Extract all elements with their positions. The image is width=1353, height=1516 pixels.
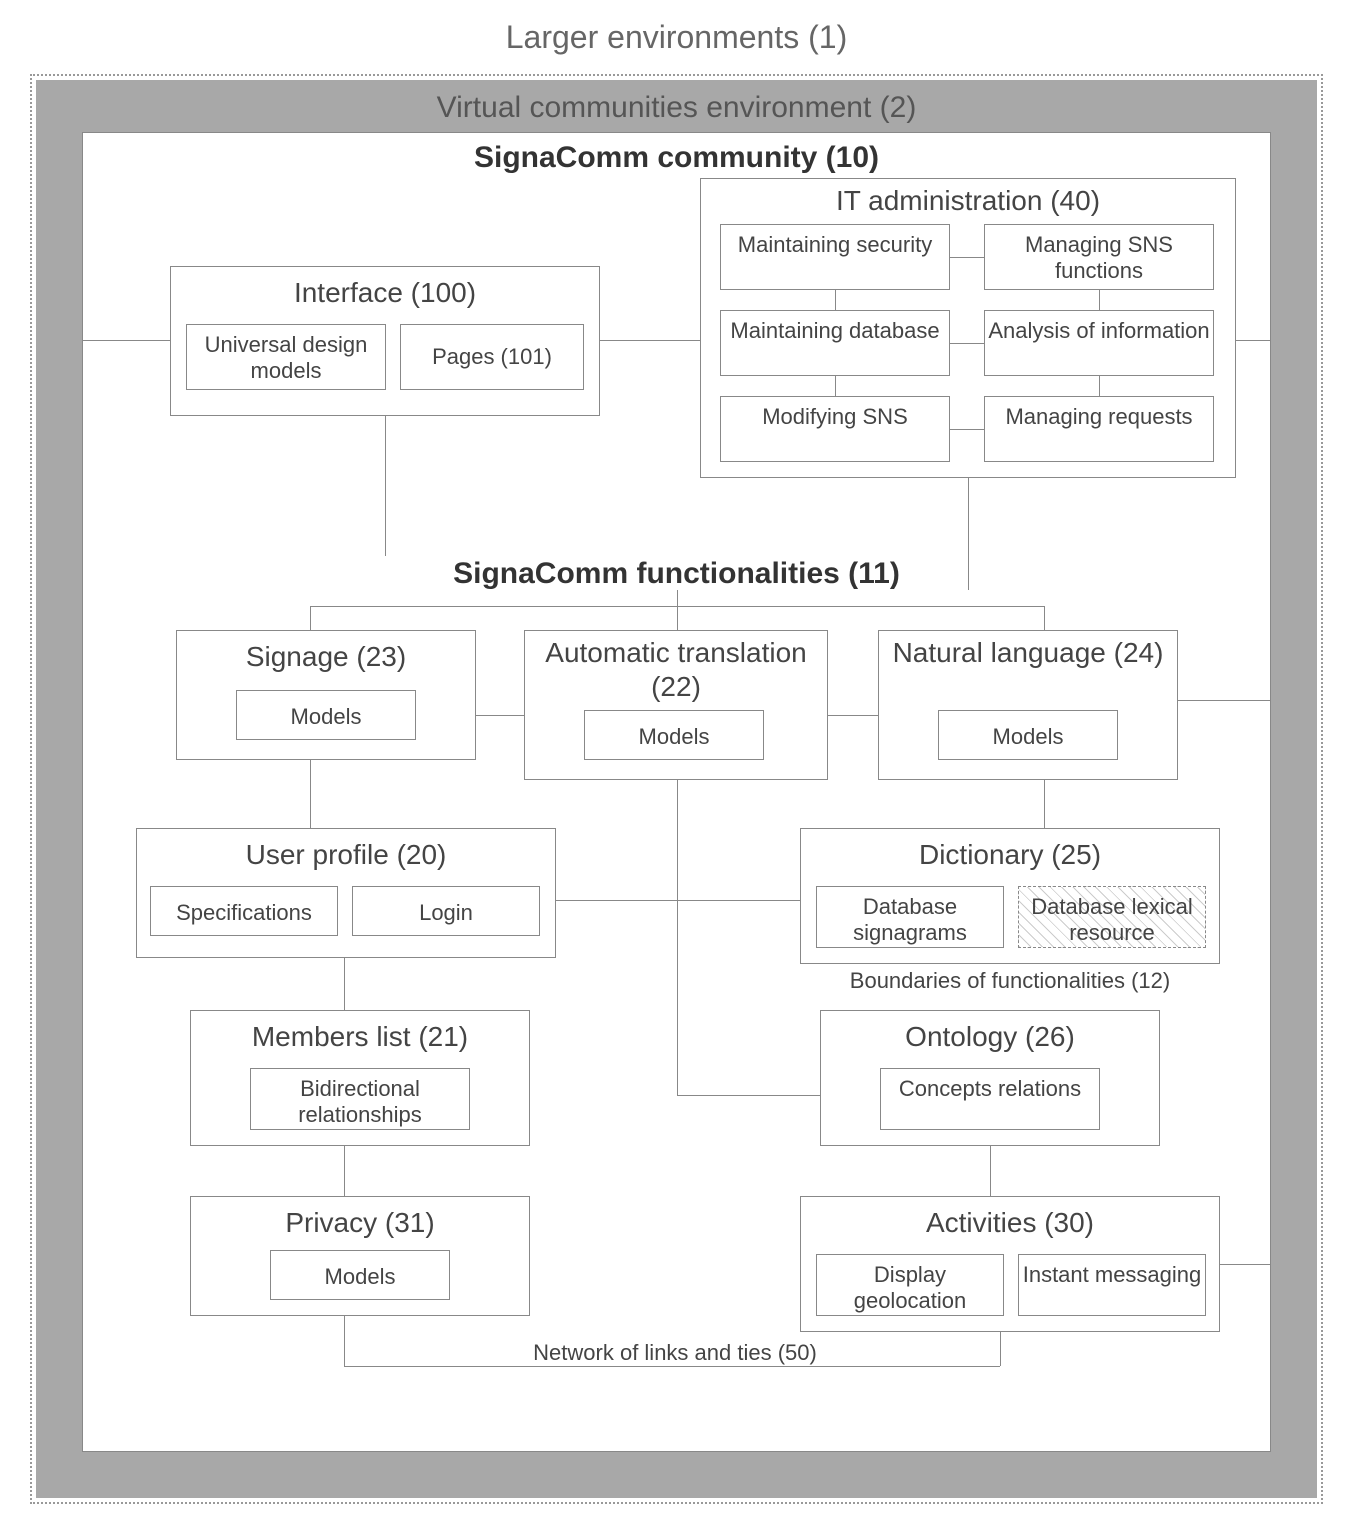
natlang-right-line bbox=[1178, 700, 1271, 701]
virtual-env-title: Virtual communities environment (2) bbox=[36, 90, 1317, 126]
activities-title: Activities (30) bbox=[800, 1206, 1220, 1240]
activities-right-line bbox=[1220, 1264, 1271, 1265]
dictionary-dbsign: Database signagrams bbox=[816, 894, 1004, 947]
autotrans-models: Models bbox=[584, 724, 764, 750]
ontology-concepts: Concepts relations bbox=[880, 1076, 1100, 1102]
interface-title: Interface (100) bbox=[170, 276, 600, 310]
dictionary-dblex: Database lexical resource bbox=[1018, 894, 1206, 947]
network-label: Network of links and ties (50) bbox=[400, 1340, 950, 1366]
interface-pages: Pages (101) bbox=[400, 344, 584, 370]
members-privacy-line bbox=[344, 1146, 345, 1196]
itadmin-analysis: Analysis of information bbox=[984, 318, 1214, 344]
userprofile-center-line bbox=[556, 900, 677, 901]
sig-down bbox=[310, 760, 311, 828]
natlang-models: Models bbox=[938, 724, 1118, 750]
auto-down bbox=[677, 780, 678, 1096]
privacy-title: Privacy (31) bbox=[190, 1206, 530, 1240]
itadmin-h3 bbox=[950, 429, 984, 430]
natlang-title: Natural language (24) bbox=[878, 636, 1178, 670]
comm-interface-line bbox=[82, 340, 170, 341]
members-title: Members list (21) bbox=[190, 1020, 530, 1054]
sig-auto-line bbox=[476, 715, 524, 716]
func-top-v-center bbox=[677, 590, 678, 630]
larger-env-title: Larger environments (1) bbox=[0, 18, 1353, 56]
itadmin-title: IT administration (40) bbox=[700, 184, 1236, 218]
itadmin-manage-req: Managing requests bbox=[984, 404, 1214, 430]
userprofile-specs: Specifications bbox=[150, 900, 338, 926]
interface-down-line bbox=[385, 416, 386, 556]
auto-nat-line bbox=[828, 715, 878, 716]
itadmin-h2 bbox=[950, 343, 984, 344]
func-top-v-left bbox=[310, 606, 311, 630]
func-top-v-right bbox=[1044, 606, 1045, 630]
userprofile-title: User profile (20) bbox=[136, 838, 556, 872]
interface-udm: Universal design models bbox=[186, 332, 386, 385]
signage-title: Signage (23) bbox=[176, 640, 476, 674]
itadmin-h1 bbox=[950, 257, 984, 258]
itadmin-v3 bbox=[1099, 290, 1100, 310]
ontology-center-line bbox=[677, 1095, 820, 1096]
activities-geo: Display geolocation bbox=[816, 1262, 1004, 1315]
userprofile-members-line bbox=[344, 958, 345, 1010]
itadmin-v1 bbox=[835, 290, 836, 310]
boundaries-label: Boundaries of functionalities (12) bbox=[800, 968, 1220, 994]
signage-models: Models bbox=[236, 704, 416, 730]
community-title: SignaComm community (10) bbox=[82, 140, 1271, 176]
activities-im: Instant messaging bbox=[1018, 1262, 1206, 1288]
itadmin-manage-sns: Managing SNS functions bbox=[984, 232, 1214, 285]
privacy-models: Models bbox=[270, 1264, 450, 1290]
interface-itadmin-line bbox=[600, 340, 700, 341]
userprofile-login: Login bbox=[352, 900, 540, 926]
activities-down bbox=[1000, 1332, 1001, 1366]
itadmin-maint-sec: Maintaining security bbox=[720, 232, 950, 258]
itadmin-v2 bbox=[835, 376, 836, 396]
ontology-activities-line bbox=[990, 1146, 991, 1196]
functionalities-title: SignaComm functionalities (11) bbox=[82, 556, 1271, 592]
dictionary-title: Dictionary (25) bbox=[800, 838, 1220, 872]
network-bottom-line bbox=[344, 1366, 1000, 1367]
itadmin-maint-db: Maintaining database bbox=[720, 318, 950, 344]
dict-center-line bbox=[677, 900, 800, 901]
diagram-canvas: Larger environments (1) Virtual communit… bbox=[0, 0, 1353, 1516]
itadmin-v4 bbox=[1099, 376, 1100, 396]
privacy-down bbox=[344, 1316, 345, 1366]
nat-down bbox=[1044, 780, 1045, 828]
itadmin-mod-sns: Modifying SNS bbox=[720, 404, 950, 430]
comm-itadmin-line bbox=[1236, 340, 1271, 341]
autotrans-title: Automatic translation (22) bbox=[524, 636, 828, 703]
ontology-title: Ontology (26) bbox=[820, 1020, 1160, 1054]
members-bidir: Bidirectional relationships bbox=[250, 1076, 470, 1129]
